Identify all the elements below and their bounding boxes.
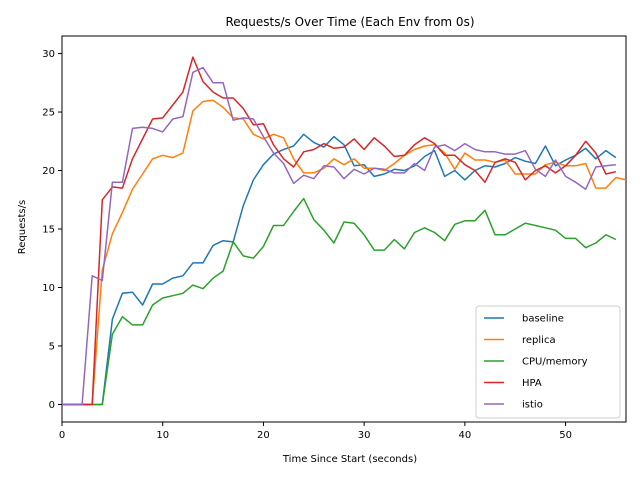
legend-label: baseline [522, 314, 564, 325]
legend-box [475, 305, 621, 419]
series-line-baseline [62, 133, 617, 406]
x-tick-label: 50 [559, 430, 572, 441]
y-tick-label: 5 [49, 341, 55, 352]
y-tick-label: 15 [42, 225, 55, 236]
y-tick-label: 30 [42, 49, 55, 60]
legend-label: HPA [522, 378, 542, 389]
x-axis-label: Time Since Start (seconds) [282, 454, 417, 465]
y-tick-label: 20 [42, 166, 55, 177]
x-tick-label: 10 [156, 430, 169, 441]
x-axis-ticks: 0 10 20 30 40 50 [59, 422, 572, 441]
y-tick-label: 0 [49, 400, 55, 411]
y-tick-label: 10 [42, 283, 55, 294]
y-tick-label: 25 [42, 108, 55, 119]
legend-label: replica [522, 335, 556, 346]
series-line-hpa [62, 56, 617, 406]
y-axis-label: Requests/s [17, 200, 28, 254]
legend-label: CPU/memory [522, 357, 588, 368]
series-lines [62, 56, 627, 406]
series-line-cpu-memory [62, 197, 617, 406]
y-axis-ticks: 0 5 10 15 20 25 30 [42, 49, 62, 411]
x-tick-label: 40 [458, 430, 471, 441]
x-tick-label: 0 [59, 430, 65, 441]
x-tick-label: 30 [358, 430, 371, 441]
plot-area: 0 10 20 30 40 50 0 5 10 15 20 25 30 [42, 35, 627, 441]
series-line-istio [62, 66, 616, 406]
legend: baseline replica CPU/memory HPA istio [475, 305, 621, 419]
legend-items: baseline replica CPU/memory HPA istio [484, 314, 588, 411]
legend-label: istio [522, 400, 543, 411]
chart-title: Requests/s Over Time (Each Env from 0s) [225, 15, 474, 29]
x-tick-label: 20 [257, 430, 270, 441]
